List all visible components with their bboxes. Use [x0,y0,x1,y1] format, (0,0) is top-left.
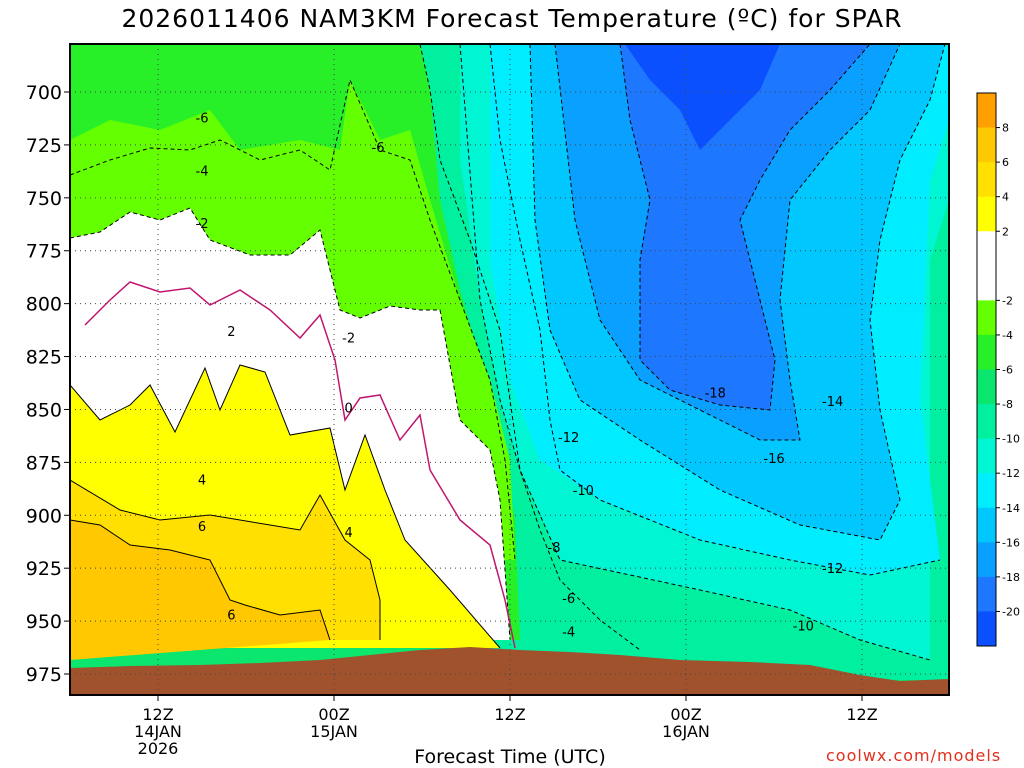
contour-label: -6 [196,111,209,126]
contour-line-minus18 [619,44,871,411]
watermark: coolwx.com/models [826,746,1002,765]
x-tick-label: 16JAN [662,722,710,741]
contour-lines [70,44,946,661]
colorbar-tick-label: 6 [1002,156,1009,169]
colorbar-tick-label: -14 [1002,502,1020,515]
y-tick-label: 925 [26,558,62,580]
contour-line-minus16 [554,44,901,441]
fill-band-minus18 [620,44,870,410]
colorbar-swatch [977,542,996,578]
contour-label: 4 [198,473,206,488]
contour-label: -2 [196,217,209,232]
contour-label: -12 [822,562,843,577]
colorbar-swatch [977,162,996,198]
contour-label: 0 [345,401,353,416]
contour-label: 4 [345,526,353,541]
contour-line-0 [84,281,516,649]
colorbar-tick-label: -12 [1002,467,1020,480]
contour-line-plus6 [70,519,331,641]
colorbar-tick-label: 4 [1002,191,1009,204]
contour-label: -18 [705,387,726,402]
y-tick-label: 950 [26,611,62,633]
x-tick-label: 12Z [142,705,173,724]
colorbar-tick-label: -16 [1002,536,1020,549]
colorbar-tick-label: -6 [1002,364,1013,377]
colorbar-tick-label: -20 [1002,605,1020,618]
contour-line-plus4 [70,479,381,640]
contour-label: -2 [342,331,355,346]
contour-line-minus4 [70,78,516,561]
contour-label: -4 [196,164,209,179]
colorbar-swatch [977,231,996,267]
contour-label: -6 [372,141,385,156]
contour-label: 2 [227,325,235,340]
y-tick-label: 975 [26,664,62,686]
y-axis: 700 725 750 775 800 825 850 875 900 925 950 975 [26,82,70,686]
colorbar-tick-label: -18 [1002,571,1020,584]
contour-label: -10 [573,484,594,499]
y-tick-label: 850 [26,399,62,421]
colorbar-swatch [977,93,996,129]
colorbar-swatch [977,473,996,509]
fill-band-plus6 [70,520,330,660]
colorbar-swatch [977,334,996,370]
colorbar-swatch [977,300,996,336]
y-tick-label: 900 [26,505,62,527]
contour-label: -10 [793,619,814,634]
y-tick-label: 875 [26,452,62,474]
colorbar-tick-label: -10 [1002,433,1020,446]
x-tick-label: 12Z [494,705,525,724]
y-tick-label: 750 [26,188,62,210]
contour-line-plus2 [70,364,501,649]
colorbar-tick-label: 2 [1002,225,1009,238]
fill-band-minus20 [625,44,780,150]
colorbar-swatch [977,196,996,232]
colorbar-tick-label: 8 [1002,122,1009,135]
contour-line-minus12 [489,44,941,576]
x-tick-label: 2026 [138,739,179,758]
y-tick-label: 825 [26,347,62,369]
colorbar-tick-label: -8 [1002,398,1013,411]
x-tick-label: 00Z [670,705,701,724]
colorbar-swatch [977,127,996,163]
contour-label: -14 [822,395,843,410]
contour-label: -6 [562,592,575,607]
y-tick-label: 700 [26,82,62,104]
contour-line-minus8 [419,44,641,651]
colorbar-tick-label: -2 [1002,294,1013,307]
contour-labels: -6 -4 -2 -6 -2 2 0 4 4 6 6 -12 -10 -8 -6 -4 -18 -14 -16 -12… [196,111,844,640]
ground-terrain [70,647,949,695]
contour-label: -12 [558,431,579,446]
colorbar: 8 6 4 2 -2 -4 -6 -8 -10 -12 -14 -16 -18 -20 [976,92,1020,647]
y-tick-label: 800 [26,294,62,316]
contour-label: 6 [198,520,206,535]
contour-fill-layer [70,44,949,695]
contour-label: 6 [227,609,235,624]
contour-label: -16 [763,452,784,467]
colorbar-swatch [977,265,996,301]
contour-line-minus10 [459,44,931,661]
colorbar-swatch [977,576,996,612]
contour-line-minus2 [70,207,511,641]
colorbar-swatch [977,438,996,474]
colorbar-swatch [977,369,996,405]
grid [70,44,949,695]
colorbar-swatch [977,611,996,647]
chart-title: 2026011406 NAM3KM Forecast Temperature (… [121,4,903,33]
x-tick-label: 14JAN [134,722,182,741]
contour-label: -8 [548,541,561,556]
colorbar-swatch [977,507,996,543]
x-tick-label: 12Z [846,705,877,724]
colorbar-swatch [977,404,996,440]
contour-label: -4 [562,626,575,641]
x-axis-title: Forecast Time (UTC) [414,746,606,768]
x-tick-label: 15JAN [310,722,358,741]
x-tick-label: 00Z [318,705,349,724]
colorbar-tick-label: -4 [1002,329,1013,342]
y-tick-label: 775 [26,241,62,263]
y-tick-label: 725 [26,135,62,157]
